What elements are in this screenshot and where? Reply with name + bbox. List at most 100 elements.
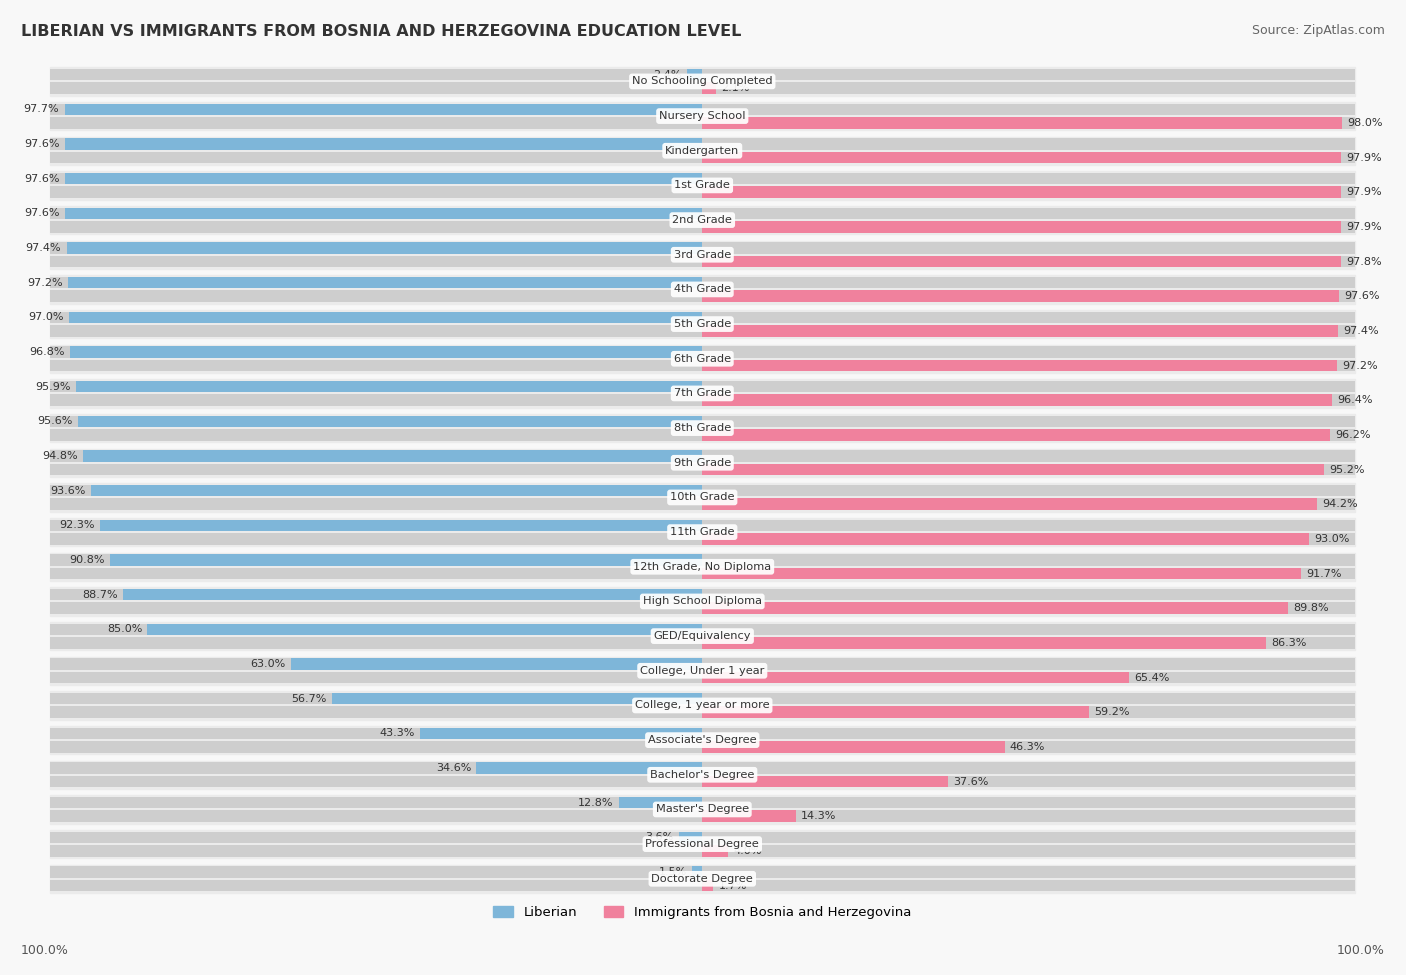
Bar <box>702 555 1355 566</box>
Text: 63.0%: 63.0% <box>250 659 285 669</box>
Bar <box>49 796 1355 824</box>
Text: 2.4%: 2.4% <box>652 69 682 80</box>
Text: 92.3%: 92.3% <box>59 521 94 530</box>
Bar <box>49 152 702 163</box>
Bar <box>332 693 702 704</box>
Bar <box>79 415 702 427</box>
Text: 8th Grade: 8th Grade <box>673 423 731 433</box>
Bar <box>702 325 1339 336</box>
Text: 95.6%: 95.6% <box>38 416 73 426</box>
Text: 95.2%: 95.2% <box>1329 464 1364 475</box>
Text: GED/Equivalency: GED/Equivalency <box>654 631 751 642</box>
Bar <box>49 776 702 787</box>
Bar <box>49 624 702 635</box>
Bar <box>702 879 1355 891</box>
Bar <box>49 693 702 704</box>
Bar <box>49 103 702 115</box>
Bar <box>49 379 1355 408</box>
Bar <box>702 395 1355 406</box>
Text: 96.2%: 96.2% <box>1336 430 1371 440</box>
Text: Master's Degree: Master's Degree <box>655 804 749 814</box>
Text: Nursery School: Nursery School <box>659 111 745 121</box>
Bar <box>702 603 1288 614</box>
Text: 97.9%: 97.9% <box>1347 222 1382 232</box>
Bar <box>49 637 702 648</box>
Bar <box>49 221 702 233</box>
Text: 10th Grade: 10th Grade <box>671 492 734 502</box>
Bar <box>49 485 702 496</box>
Bar <box>49 727 702 739</box>
Bar <box>702 832 1355 843</box>
Bar <box>702 603 1355 614</box>
Bar <box>49 277 702 289</box>
Bar <box>693 867 702 878</box>
Bar <box>702 533 1355 545</box>
Text: 2nd Grade: 2nd Grade <box>672 215 733 225</box>
Bar <box>49 206 1355 234</box>
Bar <box>49 325 702 336</box>
Bar <box>65 208 702 219</box>
Bar <box>702 464 1323 475</box>
Bar <box>49 707 702 718</box>
Text: 1st Grade: 1st Grade <box>675 180 730 190</box>
Bar <box>65 138 702 150</box>
Bar <box>91 485 702 496</box>
Text: 94.8%: 94.8% <box>42 451 79 461</box>
Bar <box>49 381 702 392</box>
Text: 34.6%: 34.6% <box>436 763 471 773</box>
Text: 12.8%: 12.8% <box>578 798 613 807</box>
Text: 100.0%: 100.0% <box>1337 944 1385 957</box>
Bar <box>67 277 702 289</box>
Bar <box>49 101 1355 131</box>
Bar <box>702 325 1355 336</box>
Bar <box>49 484 1355 512</box>
Bar <box>702 637 1355 648</box>
Text: 97.4%: 97.4% <box>1343 326 1379 335</box>
Bar <box>100 520 702 531</box>
Bar <box>65 103 702 115</box>
Text: 89.8%: 89.8% <box>1294 604 1329 613</box>
Bar <box>49 186 702 198</box>
Bar <box>49 587 1355 615</box>
Bar <box>148 624 702 635</box>
Text: 2.1%: 2.1% <box>721 83 749 94</box>
Bar <box>49 255 702 267</box>
Bar <box>49 810 702 822</box>
Bar <box>702 346 1355 358</box>
Bar <box>110 555 702 566</box>
Bar <box>702 845 728 857</box>
Bar <box>702 429 1330 441</box>
Bar <box>702 221 1341 233</box>
Bar <box>702 637 1265 648</box>
Bar <box>702 381 1355 392</box>
Bar <box>702 277 1355 289</box>
Bar <box>49 879 702 891</box>
Bar <box>702 255 1341 267</box>
Bar <box>702 672 1355 683</box>
Bar <box>477 762 702 774</box>
Bar <box>679 832 702 843</box>
Bar <box>702 291 1355 302</box>
Bar <box>702 567 1301 579</box>
Text: 9th Grade: 9th Grade <box>673 458 731 468</box>
Text: 12th Grade, No Diploma: 12th Grade, No Diploma <box>633 562 772 571</box>
Bar <box>702 291 1340 302</box>
Bar <box>49 726 1355 755</box>
Text: Associate's Degree: Associate's Degree <box>648 735 756 745</box>
Bar <box>49 832 702 843</box>
Bar <box>702 879 713 891</box>
Text: 95.9%: 95.9% <box>35 381 72 392</box>
Text: Professional Degree: Professional Degree <box>645 839 759 849</box>
Text: 4th Grade: 4th Grade <box>673 285 731 294</box>
Bar <box>49 415 702 427</box>
Bar <box>49 242 702 254</box>
Bar <box>49 589 702 601</box>
Text: 97.4%: 97.4% <box>25 243 62 253</box>
Bar <box>49 360 702 371</box>
Bar <box>49 865 1355 893</box>
Bar <box>49 464 702 475</box>
Bar <box>702 117 1355 129</box>
Bar <box>702 762 1355 774</box>
Bar <box>702 83 716 94</box>
Bar <box>702 103 1355 115</box>
